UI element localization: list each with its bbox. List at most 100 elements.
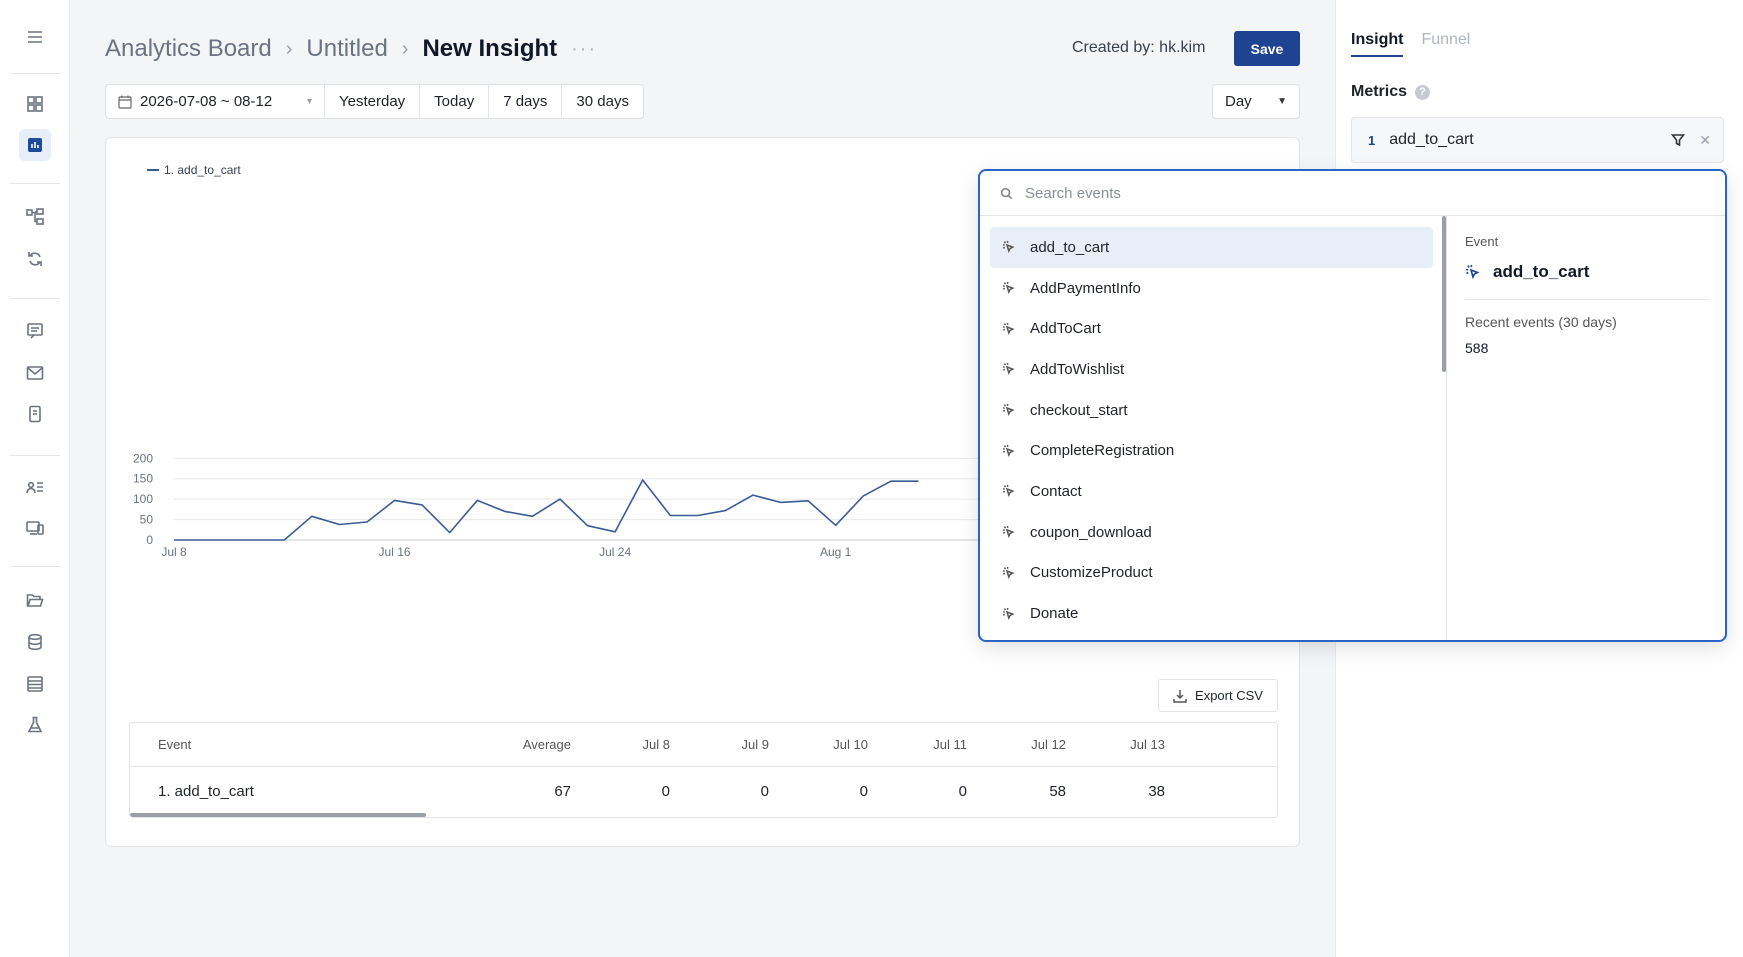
- granularity-value: Day: [1225, 93, 1252, 110]
- date-range-picker[interactable]: 2026-07-08 ~ 08-12 ▾: [106, 85, 324, 118]
- legend-label: 1. add_to_cart: [164, 163, 241, 177]
- event-detail-name-text: add_to_cart: [1493, 262, 1590, 281]
- table-cell: 0: [958, 782, 967, 800]
- event-icon: [1002, 444, 1015, 457]
- quick-yesterday[interactable]: Yesterday: [324, 85, 419, 118]
- event-option[interactable]: AddPaymentInfo: [990, 268, 1433, 309]
- breadcrumb-untitled[interactable]: Untitled: [306, 35, 388, 62]
- column-header: Jul 9: [741, 737, 769, 752]
- flow-icon[interactable]: [19, 201, 51, 233]
- event-option-label: coupon_download: [1030, 523, 1152, 541]
- created-by-user: hk.kim: [1159, 39, 1206, 56]
- mobile-icon[interactable]: [19, 398, 51, 430]
- event-option[interactable]: AddToCart: [990, 308, 1433, 349]
- column-header: Jul 12: [1031, 737, 1066, 752]
- devices-icon[interactable]: [19, 512, 51, 544]
- table-cell: 67: [554, 782, 571, 800]
- quick-today[interactable]: Today: [419, 85, 488, 118]
- filter-icon[interactable]: [1671, 133, 1686, 147]
- table-scrollbar[interactable]: [130, 813, 426, 817]
- database-icon[interactable]: [19, 626, 51, 658]
- event-option[interactable]: coupon_download: [990, 512, 1433, 553]
- table-cell: 0: [661, 782, 670, 800]
- column-header: Jul 11: [933, 737, 967, 752]
- event-option[interactable]: CustomizeProduct: [990, 553, 1433, 594]
- event-option[interactable]: Contact: [990, 471, 1433, 512]
- event-search: [980, 171, 1725, 216]
- event-option-label: Donate: [1030, 605, 1079, 623]
- column-header: Jul 13: [1130, 737, 1165, 752]
- sidebar-divider: [10, 455, 60, 456]
- y-tick-label: 150: [133, 472, 153, 486]
- recent-events-count: 588: [1465, 340, 1489, 356]
- close-icon[interactable]: ✕: [1699, 131, 1711, 148]
- users-list-icon[interactable]: [19, 471, 51, 503]
- divider: [1446, 216, 1447, 640]
- mail-icon[interactable]: [19, 357, 51, 389]
- event-icon: [1002, 281, 1015, 295]
- event-option-label: AddToCart: [1030, 320, 1101, 338]
- event-option[interactable]: checkout_start: [990, 390, 1433, 431]
- y-tick-label: 100: [133, 492, 153, 506]
- event-detail-label: Event: [1465, 234, 1499, 249]
- event-option[interactable]: Donate: [990, 593, 1433, 634]
- chart-icon[interactable]: [19, 129, 51, 161]
- y-tick-label: 0: [146, 533, 153, 547]
- event-option[interactable]: AddToWishlist: [990, 349, 1433, 390]
- event-option[interactable]: add_to_cart: [990, 227, 1433, 268]
- quick-7-days[interactable]: 7 days: [488, 85, 561, 118]
- metric-item[interactable]: 1 add_to_cart ✕: [1351, 117, 1724, 163]
- event-detail-name: add_to_cart: [1465, 262, 1589, 282]
- table-cell: 0: [760, 782, 769, 800]
- help-icon[interactable]: ?: [1415, 84, 1431, 100]
- recent-events-label: Recent events (30 days): [1465, 314, 1617, 330]
- event-picker-popup: add_to_cart AddPaymentInfo AddToCart AddToW…: [978, 169, 1727, 642]
- sidebar-divider: [10, 73, 60, 74]
- event-search-input[interactable]: [1025, 184, 1625, 202]
- row-event-name: 1. add_to_cart: [158, 782, 254, 800]
- divider: [1465, 299, 1710, 300]
- date-range-value: 2026-07-08 ~ 08-12: [140, 93, 273, 110]
- tab-funnel[interactable]: Funnel: [1421, 31, 1471, 48]
- table-icon[interactable]: [19, 668, 51, 700]
- x-tick-label: Jul 8: [161, 545, 187, 559]
- event-option-label: CustomizeProduct: [1030, 564, 1153, 582]
- save-button[interactable]: Save: [1234, 31, 1300, 66]
- table-header: Event Average Jul 8 Jul 9 Jul 10 Jul 11 Jul 12…: [130, 723, 1277, 767]
- refresh-icon[interactable]: [19, 243, 51, 275]
- sidebar-divider: [10, 298, 60, 299]
- event-option-label: CompleteRegistration: [1030, 442, 1175, 460]
- panel-tabs: Insight Funnel: [1351, 31, 1488, 57]
- page-title[interactable]: New Insight: [422, 35, 558, 62]
- event-icon: [1002, 241, 1015, 254]
- quick-30-days[interactable]: 30 days: [561, 85, 643, 118]
- created-by: Created by: hk.kim: [1072, 39, 1205, 57]
- event-icon: [1002, 322, 1015, 335]
- event-option-label: Contact: [1030, 482, 1082, 500]
- menu-icon[interactable]: [19, 21, 51, 53]
- date-range-bar: 2026-07-08 ~ 08-12 ▾ Yesterday Today 7 d…: [105, 84, 644, 119]
- event-icon: [1002, 566, 1015, 579]
- flask-icon[interactable]: [19, 709, 51, 741]
- table-cell: 58: [1049, 782, 1066, 800]
- more-icon[interactable]: ···: [571, 37, 598, 60]
- tab-insight[interactable]: Insight: [1351, 31, 1404, 57]
- sidebar: [0, 0, 70, 957]
- x-tick-label: Aug 1: [820, 545, 852, 559]
- y-tick-label: 50: [140, 513, 154, 527]
- dashboard-icon[interactable]: [19, 88, 51, 120]
- caret-down-icon: ▼: [1277, 96, 1287, 107]
- export-csv-button[interactable]: Export CSV: [1158, 679, 1278, 712]
- message-icon[interactable]: [19, 315, 51, 347]
- metrics-label: Metrics: [1351, 83, 1408, 100]
- search-icon: [1000, 187, 1013, 199]
- folder-icon[interactable]: [19, 585, 51, 617]
- event-option[interactable]: CompleteRegistration: [990, 430, 1433, 471]
- event-list-scrollbar[interactable]: [1442, 216, 1446, 372]
- event-icon: [1002, 607, 1015, 620]
- chevron-right-icon: ›: [285, 37, 293, 60]
- granularity-select[interactable]: Day ▼: [1212, 84, 1300, 119]
- sidebar-divider: [10, 183, 60, 184]
- breadcrumb-analytics-board[interactable]: Analytics Board: [105, 35, 272, 62]
- column-header: Jul 10: [833, 737, 868, 752]
